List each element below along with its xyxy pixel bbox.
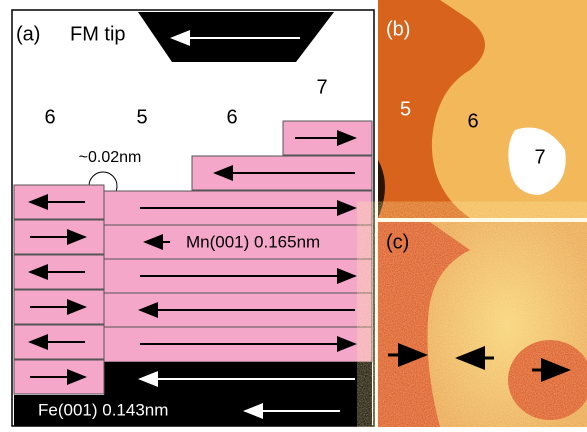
panel-c: (c) bbox=[378, 222, 587, 427]
tip-label: FM tip bbox=[70, 23, 126, 45]
panel-b: (b) 5 6 7 bbox=[378, 0, 587, 218]
layer-number: 6 bbox=[44, 106, 55, 128]
step-height: ~0.02nm bbox=[79, 149, 142, 166]
panel-a: (a) FM tip 6 5 6 7 ~0.02nm Mn(001) 0.165… bbox=[12, 10, 374, 426]
panel-label: (a) bbox=[16, 23, 40, 45]
layer-number: 5 bbox=[136, 106, 147, 128]
panel-label: (c) bbox=[386, 231, 409, 253]
noise bbox=[378, 222, 587, 427]
mn-label: Mn(001) 0.165nm bbox=[186, 232, 320, 251]
region-label: 7 bbox=[534, 146, 545, 168]
region-label: 5 bbox=[400, 98, 411, 120]
panel-label: (b) bbox=[386, 18, 410, 40]
layer-number: 6 bbox=[226, 106, 237, 128]
figure: (a) FM tip 6 5 6 7 ~0.02nm Mn(001) 0.165… bbox=[0, 0, 587, 427]
fe-label: Fe(001) 0.143nm bbox=[38, 400, 168, 419]
region-label: 6 bbox=[467, 110, 478, 132]
layer-number: 7 bbox=[316, 76, 327, 98]
